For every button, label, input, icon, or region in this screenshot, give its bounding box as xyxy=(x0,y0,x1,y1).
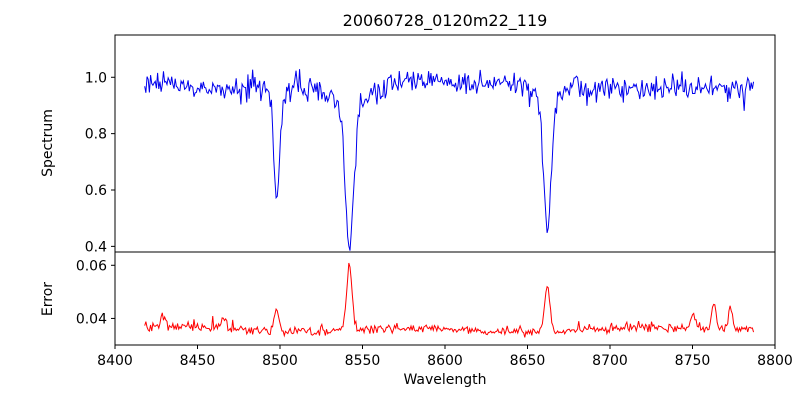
error-line xyxy=(144,262,755,338)
plot-panels: 0.4 0.6 0.8 1.0 0.04 0.06 8400 8450 8500 8550 8600… xyxy=(76,34,793,369)
x-axis-label: Wavelength xyxy=(403,372,486,388)
x-tick-label: 8800 xyxy=(757,353,793,369)
error-y-axis-label: Error xyxy=(40,282,56,316)
panel-border-spectrum xyxy=(114,34,776,253)
x-tick-label: 8750 xyxy=(675,353,711,369)
spectrum-y-axis-label: Spectrum xyxy=(40,109,56,177)
x-tick-label: 8500 xyxy=(262,353,298,369)
x-tick-label: 8650 xyxy=(510,353,546,369)
y-tick-label: 0.06 xyxy=(76,258,107,274)
x-tick-label: 8550 xyxy=(345,353,381,369)
x-tick-label: 8700 xyxy=(592,353,628,369)
x-tick-label: 8450 xyxy=(180,353,216,369)
spectrum-line xyxy=(144,69,755,251)
y-tick-label: 0.4 xyxy=(85,239,107,255)
y-tick-label: 1.0 xyxy=(85,70,107,86)
y-tick-label: 0.8 xyxy=(85,127,107,143)
x-tick-label: 8600 xyxy=(427,353,463,369)
figure-title: 20060728_0120m22_119 xyxy=(343,11,548,31)
y-tick-label: 0.04 xyxy=(76,311,107,327)
x-tick-label: 8400 xyxy=(97,353,133,369)
y-tick-label: 0.6 xyxy=(85,183,107,199)
